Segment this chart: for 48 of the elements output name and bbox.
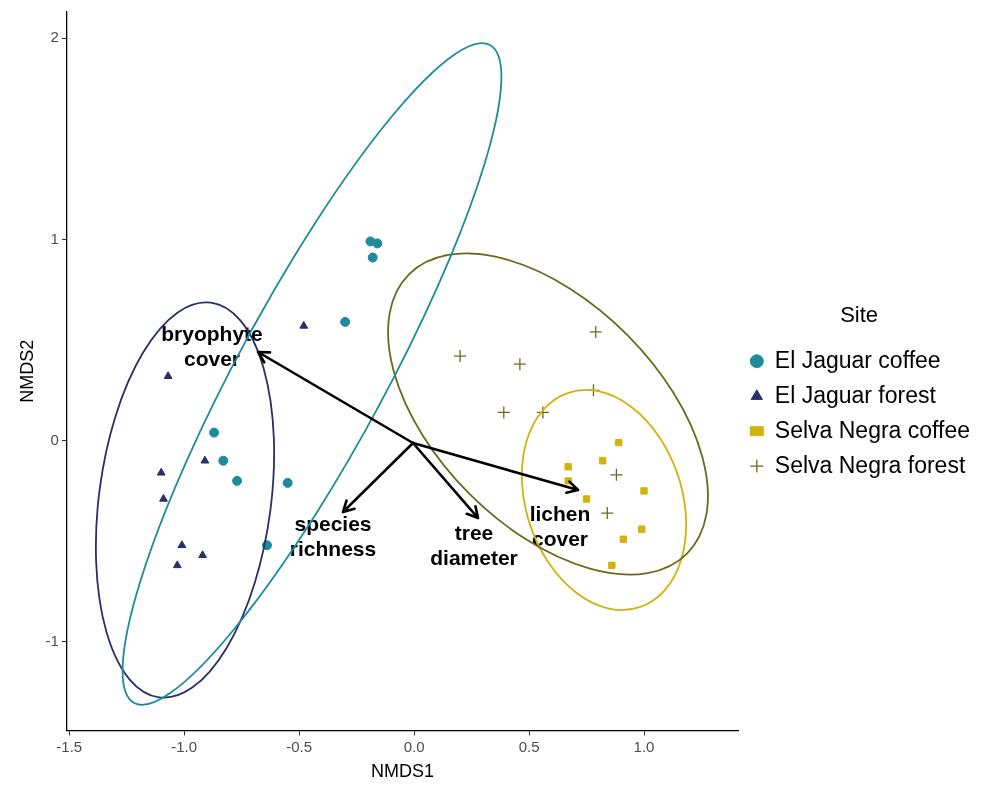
point bbox=[372, 238, 383, 249]
point bbox=[282, 477, 293, 488]
point bbox=[640, 487, 648, 495]
point bbox=[608, 561, 616, 570]
point bbox=[609, 468, 624, 482]
x-axis-title: NMDS1 bbox=[371, 761, 435, 782]
x-tick-label: 0.5 bbox=[518, 737, 540, 755]
point bbox=[600, 506, 614, 520]
legend-label: Selva Negra coffee bbox=[774, 416, 971, 443]
point bbox=[209, 427, 220, 438]
legend-title: Site bbox=[840, 302, 879, 328]
point bbox=[163, 371, 173, 379]
x-tick-label: -1.0 bbox=[171, 737, 198, 755]
point bbox=[172, 560, 182, 569]
y-tick-label: 2 bbox=[50, 28, 59, 46]
point bbox=[156, 467, 166, 476]
point bbox=[582, 495, 591, 503]
point bbox=[615, 438, 623, 447]
point bbox=[638, 525, 646, 533]
y-tick-label: 0 bbox=[50, 430, 59, 448]
x-tick-label: 1.0 bbox=[633, 737, 655, 755]
annotation: tree diameter bbox=[430, 521, 518, 570]
point bbox=[200, 455, 210, 464]
point bbox=[232, 475, 243, 486]
point bbox=[299, 320, 309, 329]
point bbox=[159, 493, 168, 502]
y-axis-title: NMDS2 bbox=[16, 339, 37, 403]
point bbox=[513, 357, 527, 371]
point bbox=[589, 325, 603, 339]
point bbox=[536, 405, 550, 420]
y-tick-label: -1 bbox=[45, 632, 59, 649]
point bbox=[619, 535, 628, 543]
point bbox=[198, 550, 207, 559]
point bbox=[177, 540, 187, 549]
legend-label: El Jaguar coffee bbox=[774, 346, 941, 373]
x-tick-label: 0.0 bbox=[403, 737, 425, 755]
y-tick-label: 1 bbox=[50, 229, 59, 247]
point bbox=[497, 405, 511, 420]
x-tick-label: -1.5 bbox=[56, 737, 83, 755]
point bbox=[598, 457, 607, 465]
legend-label: Selva Negra forest bbox=[774, 451, 966, 478]
point bbox=[367, 252, 378, 263]
legend-label: El Jaguar forest bbox=[774, 381, 937, 408]
point bbox=[340, 316, 351, 327]
point bbox=[218, 455, 229, 466]
point bbox=[564, 463, 572, 471]
x-tick-label: -0.5 bbox=[286, 737, 313, 755]
point bbox=[453, 349, 467, 363]
